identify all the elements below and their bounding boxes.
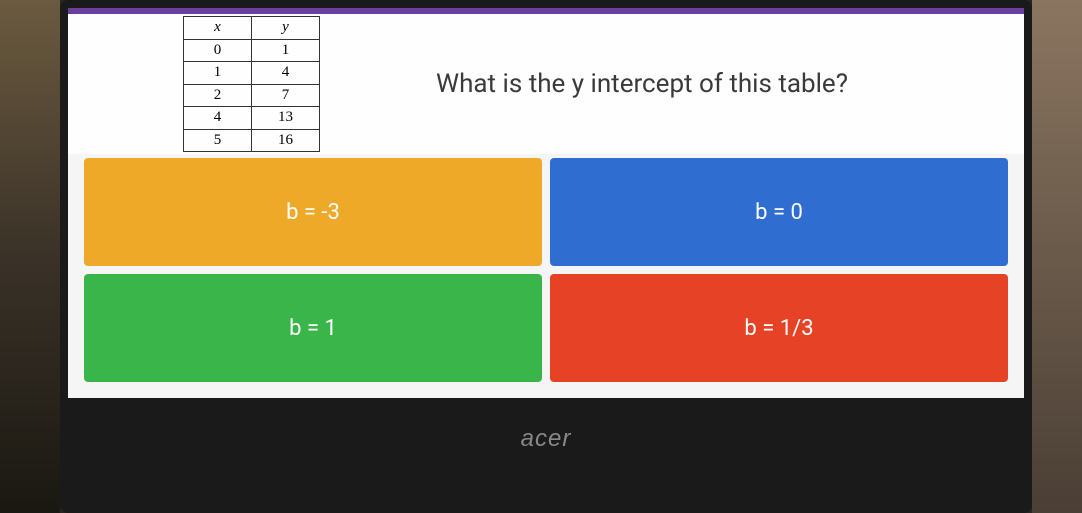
- table-header-row: x y: [184, 17, 320, 40]
- cell-y: 16: [252, 129, 320, 152]
- cell-x: 2: [184, 84, 252, 107]
- question-text: What is the y intercept of this table?: [320, 69, 1024, 99]
- cell-x: 1: [184, 62, 252, 85]
- table-row: 2 7: [184, 84, 320, 107]
- cell-x: 5: [184, 129, 252, 152]
- answer-option-b[interactable]: b = 0: [550, 158, 1008, 266]
- table-row: 0 1: [184, 39, 320, 62]
- answer-label: b = -3: [286, 200, 340, 225]
- answer-option-d[interactable]: b = 1/3: [550, 274, 1008, 382]
- cell-y: 4: [252, 62, 320, 85]
- cell-y: 13: [252, 107, 320, 130]
- answers-grid: b = -3 b = 0 b = 1 b = 1/3: [84, 158, 1008, 382]
- photo-background-left: [0, 0, 60, 513]
- header-y: y: [252, 17, 320, 40]
- cell-y: 7: [252, 84, 320, 107]
- cell-y: 1: [252, 39, 320, 62]
- quiz-screen: x y 0 1 1 4 2 7: [68, 8, 1024, 398]
- table-row: 1 4: [184, 62, 320, 85]
- laptop-brand-logo: acer: [521, 425, 572, 453]
- answer-label: b = 0: [755, 200, 803, 225]
- question-area: x y 0 1 1 4 2 7: [68, 14, 1024, 154]
- table-row: 5 16: [184, 129, 320, 152]
- data-table: x y 0 1 1 4 2 7: [183, 16, 320, 152]
- laptop-frame: x y 0 1 1 4 2 7: [60, 0, 1032, 513]
- answer-option-c[interactable]: b = 1: [84, 274, 542, 382]
- answer-option-a[interactable]: b = -3: [84, 158, 542, 266]
- answer-label: b = 1/3: [744, 316, 813, 341]
- header-x: x: [184, 17, 252, 40]
- cell-x: 4: [184, 107, 252, 130]
- answer-label: b = 1: [289, 316, 337, 341]
- cell-x: 0: [184, 39, 252, 62]
- photo-background-right: [1032, 0, 1082, 513]
- table-row: 4 13: [184, 107, 320, 130]
